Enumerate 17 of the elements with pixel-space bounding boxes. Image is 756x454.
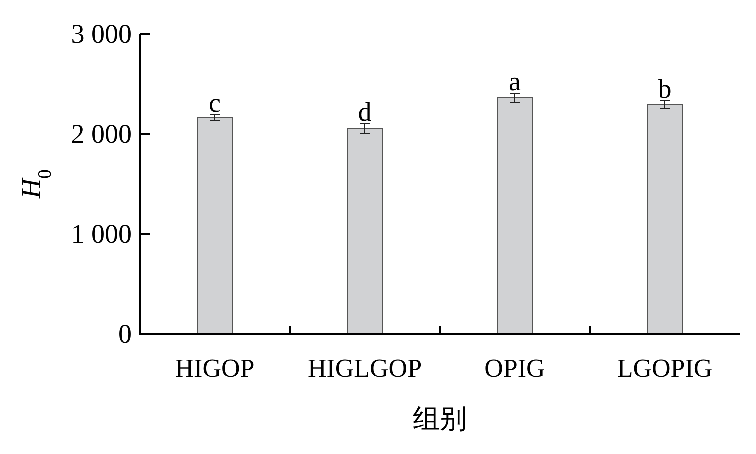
annotation: a bbox=[509, 66, 522, 96]
annotation: d bbox=[358, 97, 372, 127]
x-tick-label: HIGOP bbox=[175, 354, 255, 383]
annotation: c bbox=[209, 88, 222, 118]
y-tick-label: 0 bbox=[118, 319, 132, 349]
bar bbox=[647, 104, 683, 334]
x-tick-label: LGOPIG bbox=[617, 354, 713, 383]
annotation: b bbox=[658, 74, 672, 104]
y-tick-label: 2 000 bbox=[71, 119, 132, 149]
x-tick-label: OPIG bbox=[484, 354, 546, 383]
x-axis-title: 组别 bbox=[413, 404, 467, 434]
bar bbox=[347, 128, 383, 334]
x-tick-label: HIGLGOP bbox=[308, 354, 422, 383]
y-tick-label: 3 000 bbox=[71, 19, 132, 49]
y-tick-label: 1 000 bbox=[71, 219, 132, 249]
bar bbox=[197, 118, 233, 334]
bar bbox=[497, 98, 533, 334]
